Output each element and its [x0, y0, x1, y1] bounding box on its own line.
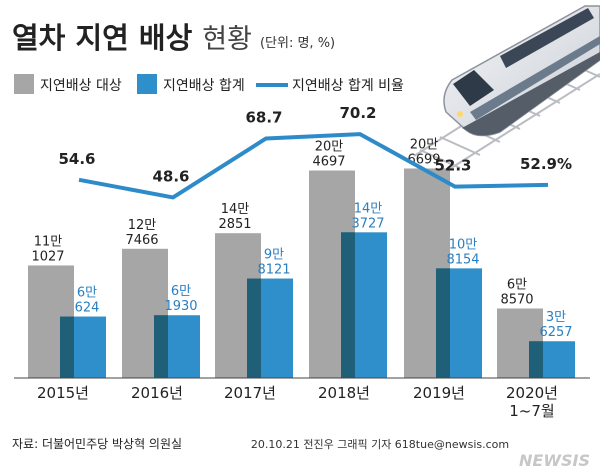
label-total-bottom-5: 6257 — [539, 325, 572, 340]
train-icon — [413, 5, 600, 171]
legend-swatch-target — [14, 74, 34, 94]
label-ratio-1: 48.6 — [152, 167, 189, 185]
chart-legend: 지연배상 대상 지연배상 합계 지연배상 합계 비율 — [14, 74, 404, 94]
bar-overlap-1 — [154, 315, 168, 378]
bar-overlap-5 — [529, 341, 543, 378]
x-tick-label-5: 2020년 — [506, 384, 558, 402]
x-tick-label-1: 2016년 — [131, 384, 183, 402]
label-ratio-3: 70.2 — [339, 104, 376, 122]
label-ratio-4: 52.3 — [434, 157, 471, 175]
label-total-bottom-1: 1930 — [164, 299, 197, 314]
label-total-top-3: 14만 — [354, 201, 383, 216]
x-tick-label-3: 2018년 — [318, 384, 370, 402]
label-total-top-4: 10만 — [449, 237, 478, 252]
label-total-top-0: 6만 — [77, 286, 97, 301]
label-target-bottom-3: 4697 — [312, 155, 345, 170]
x-tick-label-2: 2017년 — [224, 384, 276, 402]
legend-label-total: 지연배상 합계 — [163, 78, 245, 94]
x-tick-label-4: 2019년 — [413, 384, 465, 402]
label-target-bottom-5: 8570 — [500, 292, 533, 307]
legend-label-target: 지연배상 대상 — [40, 78, 122, 94]
ratio-line-series: 54.6 48.6 68.7 70.2 52.3 52.9% — [58, 104, 572, 200]
label-total-bottom-0: 624 — [75, 301, 100, 316]
chart-title: 열차 지연 배상 — [12, 21, 193, 55]
ratio-line — [78, 132, 549, 200]
label-total-bottom-2: 8121 — [257, 263, 290, 278]
label-target-top-0: 11만 — [34, 234, 63, 249]
chart-unit-note: (단위: 명, %) — [260, 36, 335, 51]
legend-label-ratio: 지연배상 합계 비율 — [292, 78, 404, 94]
label-target-top-3: 20만 — [315, 140, 344, 155]
label-target-bottom-2: 2851 — [218, 217, 251, 232]
label-target-top-2: 14만 — [221, 202, 250, 217]
label-total-top-2: 9만 — [264, 248, 284, 263]
chart-title-sub: 현황 — [202, 24, 252, 55]
watermark-logo: NEWSIS — [519, 451, 590, 470]
chart-footer: 자료: 더불어민주당 박상혁 의원실 20.10.21 전진우 그래픽 기자 6… — [12, 437, 590, 470]
label-target-bottom-0: 1027 — [31, 249, 64, 264]
bar-series: 11만10276만62412만74666만193014만28519만812120… — [28, 137, 575, 378]
bar-overlap-2 — [247, 278, 261, 378]
source-note: 자료: 더불어민주당 박상혁 의원실 — [12, 437, 182, 451]
label-target-bottom-1: 7466 — [125, 233, 158, 248]
bar-overlap-3 — [341, 232, 355, 378]
legend-swatch-total — [137, 74, 157, 94]
label-total-top-1: 6만 — [171, 284, 191, 299]
chart-header: 열차 지연 배상 현황 (단위: 명, %) — [12, 21, 335, 55]
label-ratio-2: 68.7 — [245, 108, 282, 126]
label-total-bottom-3: 3727 — [351, 216, 384, 231]
label-target-top-4: 20만 — [410, 137, 439, 152]
label-total-bottom-4: 8154 — [446, 252, 479, 267]
label-target-top-1: 12만 — [128, 218, 157, 233]
x-tick-label-0: 2015년 — [37, 384, 89, 402]
label-ratio-0: 54.6 — [58, 150, 95, 168]
label-target-top-5: 6만 — [507, 277, 527, 292]
label-ratio-5: 52.9% — [520, 155, 572, 173]
x-tick-label-5-1: 1~7월 — [509, 402, 554, 420]
bar-overlap-4 — [436, 268, 450, 378]
credit-note: 20.10.21 전진우 그래픽 기자 618tue@newsis.com — [251, 438, 509, 451]
bar-overlap-0 — [60, 316, 74, 378]
label-total-top-5: 3만 — [546, 310, 566, 325]
